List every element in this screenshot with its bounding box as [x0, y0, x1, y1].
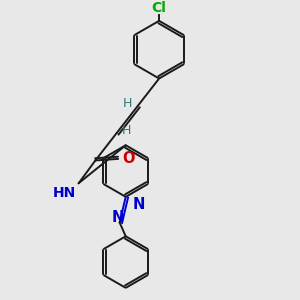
Text: O: O: [122, 152, 134, 166]
Text: N: N: [132, 197, 145, 212]
Text: H: H: [123, 97, 132, 110]
Text: HN: HN: [52, 186, 76, 200]
Text: Cl: Cl: [152, 2, 167, 15]
Text: N: N: [112, 210, 124, 225]
Text: H: H: [122, 124, 131, 137]
